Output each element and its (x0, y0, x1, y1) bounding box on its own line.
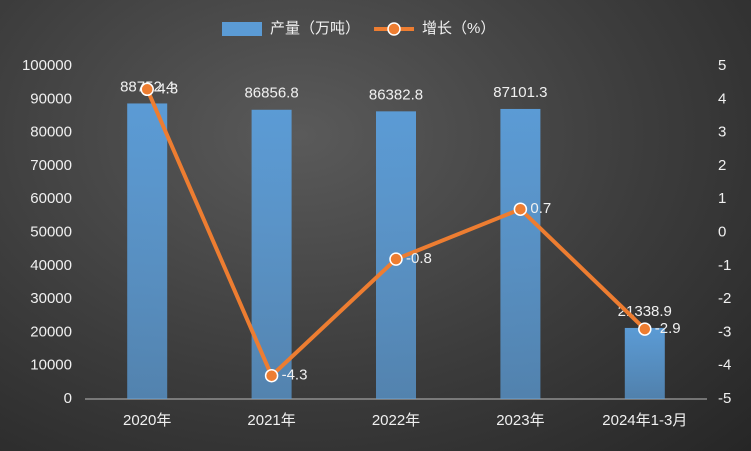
y-tick-label: 0 (64, 390, 72, 407)
y2-tick-label: -5 (718, 390, 731, 407)
y-tick-label: 20000 (30, 323, 72, 340)
y2-tick-label: 2 (718, 157, 726, 174)
legend-swatch-point (387, 22, 401, 36)
y2-tick-label: 5 (718, 57, 726, 74)
line-point (140, 82, 154, 97)
legend-label: 产量（万吨） (270, 20, 360, 37)
y2-tick-label: -2 (718, 290, 731, 307)
legend-label: 增长（%） (422, 20, 495, 37)
line-value-label: -2.9 (655, 320, 681, 337)
x-tick-label: 2023年 (496, 412, 544, 429)
y2-tick-label: 0 (718, 223, 726, 240)
line-value-label: 0.7 (530, 200, 551, 217)
y-tick-label: 40000 (30, 257, 72, 274)
legend-swatch (222, 22, 262, 36)
x-tick-label: 2021年 (247, 412, 295, 429)
y-tick-label: 70000 (30, 157, 72, 174)
line-value-label: -0.8 (406, 250, 432, 267)
bar-value-label: 87101.3 (493, 84, 547, 101)
y-tick-label: 10000 (30, 357, 72, 374)
y2-tick-label: 4 (718, 90, 726, 107)
y-tick-label: 30000 (30, 290, 72, 307)
y2-tick-label: 1 (718, 190, 726, 207)
y2-tick-label: -3 (718, 323, 731, 340)
y-tick-label: 100000 (22, 57, 72, 74)
y-tick-label: 80000 (30, 124, 72, 141)
bar-value-label: 86856.8 (244, 85, 298, 102)
x-tick-label: 2024年1-3月 (602, 412, 687, 429)
line-point (638, 322, 652, 336)
y2-tick-label: -4 (718, 357, 731, 374)
x-tick-label: 2020年 (123, 412, 171, 429)
line-value-label: -4.3 (282, 367, 308, 384)
y2-tick-label: -1 (718, 257, 731, 274)
y-tick-label: 60000 (30, 190, 72, 207)
line-point (264, 368, 279, 383)
bar (500, 108, 541, 399)
y2-tick-label: 3 (718, 124, 726, 141)
line-point (513, 202, 528, 216)
bar (127, 103, 168, 400)
y-tick-label: 90000 (30, 90, 72, 107)
bar (624, 327, 665, 399)
line-point (389, 252, 403, 266)
line-value-label: 4.3 (157, 80, 178, 97)
bar (251, 109, 292, 400)
x-tick-label: 2022年 (372, 412, 420, 429)
y-tick-label: 50000 (30, 223, 72, 240)
bar-value-label: 86382.8 (369, 86, 423, 103)
